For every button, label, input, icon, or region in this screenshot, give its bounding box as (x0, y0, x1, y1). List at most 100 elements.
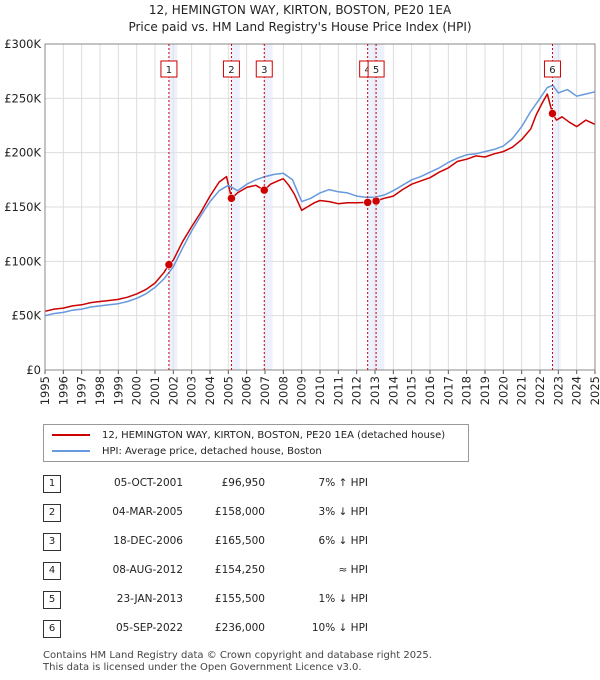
table-row: 6 05-SEP-2022 £236,000 10% ↓ HPI (43, 617, 563, 645)
x-tick-label: 2012 (350, 376, 364, 405)
x-tick-label: 2020 (496, 376, 510, 405)
footer-licence: This data is licensed under the Open Gov… (43, 662, 362, 673)
x-tick-label: 2018 (460, 376, 474, 405)
x-tick-label: 1998 (93, 376, 107, 405)
row-hpi-diff: ≈ HPI (338, 564, 368, 576)
x-tick-label: 2017 (441, 376, 455, 405)
x-tick-label: 2001 (148, 376, 162, 405)
legend: 12, HEMINGTON WAY, KIRTON, BOSTON, PE20 … (43, 424, 469, 462)
sale-point (164, 260, 174, 269)
x-tick-label: 2004 (203, 376, 217, 405)
chart-subtitle: Price paid vs. HM Land Registry's House … (128, 20, 472, 34)
row-price: £158,000 (214, 506, 265, 518)
sale-point (227, 194, 236, 203)
footer: Contains HM Land Registry data © Crown c… (43, 650, 432, 674)
marker-band (367, 44, 376, 370)
x-tick-label: 1996 (56, 376, 70, 405)
row-date: 08-AUG-2012 (112, 564, 183, 576)
sale-markers: 123456 (160, 44, 561, 370)
x-tick-label: 2002 (166, 376, 180, 405)
x-tick-label: 1995 (38, 376, 52, 405)
axes: £0 £50K £100K £150K £200K £250K £300K 1995 1996 1… (4, 37, 600, 405)
x-tick-label: 2011 (331, 376, 345, 405)
row-number-badge: 3 (43, 533, 61, 551)
row-price: £154,250 (214, 564, 265, 576)
row-date: 23-JAN-2013 (116, 593, 183, 605)
x-tick-label: 2021 (515, 376, 529, 405)
y-tick-label: £300K (4, 37, 41, 51)
y-tick-label: £200K (4, 146, 41, 160)
x-tick-label: 2007 (258, 376, 272, 405)
table-row: 2 04-MAR-2005 £158,000 3% ↓ HPI (43, 501, 563, 529)
x-tick-label: 2006 (240, 376, 254, 405)
x-tick-label: 2008 (276, 376, 290, 405)
marker-band (552, 44, 561, 370)
footer-copyright: Contains HM Land Registry data © Crown c… (43, 650, 432, 661)
plot-frame (44, 43, 596, 371)
x-tick-label: 2003 (185, 376, 199, 405)
x-tick-label: 1997 (75, 376, 89, 405)
marker-number: 6 (549, 65, 555, 76)
series-line-property (44, 93, 596, 313)
marker-number: 5 (373, 65, 379, 76)
marker-number: 2 (228, 65, 234, 76)
marker-band (168, 44, 178, 370)
y-tick-label: £0 (26, 363, 41, 377)
x-tick-label: 2015 (405, 376, 419, 405)
marker-band (231, 44, 240, 370)
table-row: 1 05-OCT-2001 £96,950 7% ↑ HPI (43, 472, 563, 500)
series-lines (44, 84, 596, 317)
x-tick-label: 2022 (533, 376, 547, 405)
legend-label-hpi: HPI: Average price, detached house, Bost… (102, 445, 322, 457)
row-price: £165,500 (214, 535, 265, 547)
marker-band (376, 44, 385, 370)
x-tick-label: 2019 (478, 376, 492, 405)
row-hpi-diff: 6% ↓ HPI (318, 535, 368, 547)
x-tick-label: 2010 (313, 376, 327, 405)
x-tick-label: 2025 (588, 376, 600, 405)
x-tick-label: 2005 (221, 376, 235, 405)
grid (44, 43, 596, 371)
series-line-hpi (44, 84, 596, 317)
table-row: 3 18-DEC-2006 £165,500 6% ↓ HPI (43, 530, 563, 558)
marker-box (160, 60, 178, 78)
x-tick-label: 2009 (295, 376, 309, 405)
sale-point (363, 198, 372, 207)
row-number-badge: 2 (43, 504, 61, 522)
marker-box (367, 60, 385, 78)
marker-box (255, 60, 273, 78)
x-tick-label: 2024 (570, 376, 584, 405)
marker-number: 3 (261, 65, 267, 76)
row-number-badge: 6 (43, 620, 61, 638)
row-price: £96,950 (221, 477, 265, 489)
marker-box (222, 60, 240, 78)
row-date: 04-MAR-2005 (112, 506, 183, 518)
legend-swatch-hpi (52, 450, 90, 452)
row-hpi-diff: 3% ↓ HPI (318, 506, 368, 518)
legend-item-property: 12, HEMINGTON WAY, KIRTON, BOSTON, PE20 … (52, 428, 445, 442)
chart-title: 12, HEMINGTON WAY, KIRTON, BOSTON, PE20 … (148, 3, 452, 17)
y-tick-label: £150K (4, 200, 41, 214)
price-chart: £0 £50K £100K £150K £200K £250K £300K 1995 1996 1… (4, 37, 600, 405)
row-number-badge: 4 (43, 562, 61, 580)
row-price: £155,500 (214, 593, 265, 605)
legend-label-property: 12, HEMINGTON WAY, KIRTON, BOSTON, PE20 … (102, 429, 446, 441)
legend-swatch-property (52, 434, 90, 436)
marker-band (264, 44, 273, 370)
y-tick-label: £100K (4, 254, 41, 268)
y-tick-label: £50K (12, 309, 42, 323)
row-price: £236,000 (214, 622, 265, 634)
x-tick-label: 2016 (423, 376, 437, 405)
x-tick-label: 2023 (551, 376, 565, 405)
row-number-badge: 1 (43, 475, 61, 493)
row-date: 05-SEP-2022 (115, 622, 183, 634)
x-tick-label: 1999 (111, 376, 125, 405)
marker-number: 1 (166, 65, 172, 76)
sale-point (260, 185, 269, 195)
row-date: 05-OCT-2001 (114, 477, 183, 489)
row-hpi-diff: 10% ↓ HPI (311, 622, 368, 634)
x-tick-label: 2000 (130, 376, 144, 405)
sale-point (548, 109, 557, 118)
row-hpi-diff: 1% ↓ HPI (318, 593, 368, 605)
table-row: 4 08-AUG-2012 £154,250 ≈ HPI (43, 559, 563, 587)
